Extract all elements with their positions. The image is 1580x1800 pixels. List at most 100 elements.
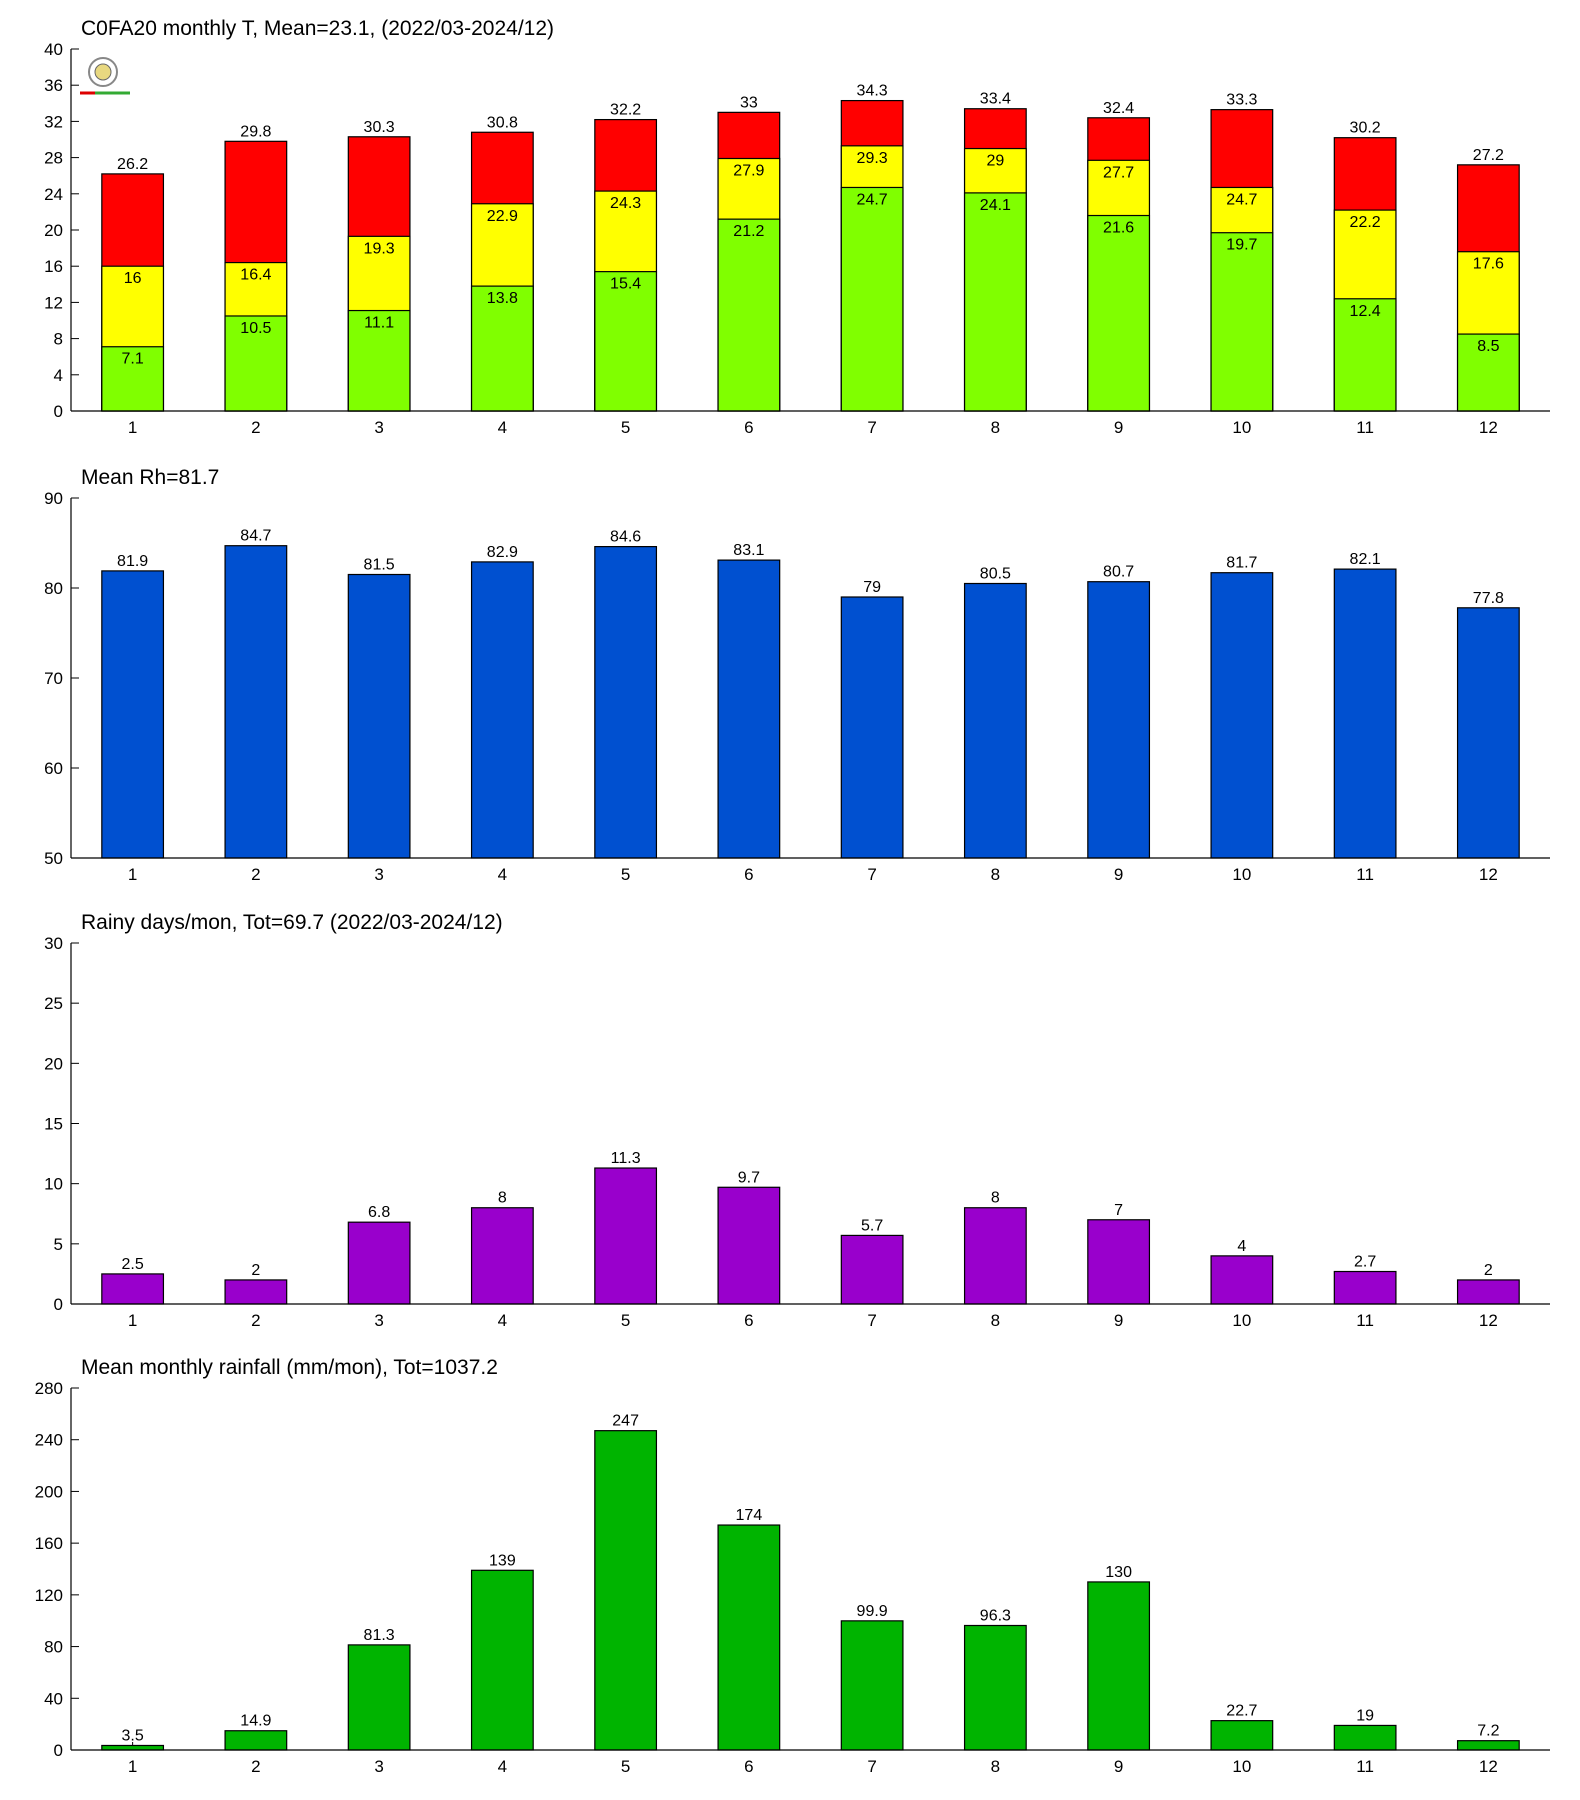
bar — [840, 1620, 904, 1751]
y-tick-label: 0 — [54, 402, 63, 421]
value-label: 22.7 — [1226, 1703, 1257, 1720]
y-tick-label: 16 — [44, 257, 63, 276]
value-label: 10.5 — [240, 320, 271, 337]
value-label: 14.9 — [240, 1713, 271, 1730]
value-label: 3.5 — [122, 1727, 144, 1744]
value-label: 33.3 — [1226, 92, 1257, 109]
x-tick-label: 5 — [621, 418, 630, 437]
bar — [1210, 232, 1274, 412]
value-label: 32.4 — [1103, 100, 1134, 117]
value-label: 32.2 — [610, 102, 641, 119]
bar — [717, 1186, 781, 1305]
value-label: 84.7 — [240, 528, 271, 545]
bar — [1210, 1255, 1274, 1305]
y-tick-label: 20 — [44, 1054, 63, 1073]
value-label: 24.7 — [857, 191, 888, 208]
x-tick-label: 3 — [374, 1311, 383, 1330]
x-tick-label: 6 — [744, 418, 753, 437]
x-tick-label: 9 — [1114, 865, 1123, 884]
y-tick-label: 10 — [44, 1175, 63, 1194]
x-tick-label: 9 — [1114, 1311, 1123, 1330]
value-label: 19.7 — [1226, 237, 1257, 254]
value-label: 96.3 — [980, 1607, 1011, 1624]
bar — [1087, 1581, 1151, 1751]
bar — [470, 561, 534, 859]
bar — [1210, 1720, 1274, 1751]
bar — [101, 1273, 165, 1305]
bar — [224, 545, 288, 859]
x-tick-label: 11 — [1356, 1757, 1374, 1776]
x-tick-label: 12 — [1479, 1757, 1498, 1776]
bar — [840, 1234, 904, 1305]
x-tick-label: 2 — [251, 865, 260, 884]
value-label: 16 — [124, 270, 142, 287]
value-label: 130 — [1105, 1564, 1132, 1581]
y-tick-label: 90 — [44, 489, 63, 508]
y-tick-label: 50 — [44, 849, 63, 868]
x-tick-label: 8 — [991, 418, 1000, 437]
y-tick-label: 40 — [44, 1689, 63, 1708]
value-label: 7.1 — [122, 351, 144, 368]
chart-title: Mean Rh=81.7 — [81, 466, 219, 489]
value-label: 21.2 — [733, 223, 764, 240]
y-tick-label: 8 — [54, 330, 63, 349]
y-tick-label: 15 — [44, 1115, 63, 1134]
bar — [594, 545, 658, 859]
x-tick-label: 8 — [991, 865, 1000, 884]
value-label: 33 — [740, 94, 758, 111]
value-label: 19 — [1356, 1707, 1374, 1724]
value-label: 29.3 — [857, 150, 888, 167]
y-tick-label: 24 — [44, 185, 63, 204]
bar — [470, 1207, 534, 1305]
bar — [1456, 1279, 1520, 1305]
chart-title: C0FA20 monthly T, Mean=23.1, (2022/03-20… — [81, 17, 554, 40]
bar — [1456, 607, 1520, 859]
x-tick-label: 11 — [1356, 1311, 1374, 1330]
x-tick-label: 1 — [128, 1311, 137, 1330]
y-tick-label: 200 — [35, 1482, 63, 1501]
value-label: 2 — [1484, 1262, 1493, 1279]
bar — [470, 1569, 534, 1751]
x-tick-label: 5 — [621, 1757, 630, 1776]
value-label: 19.3 — [364, 240, 395, 257]
bar — [1087, 214, 1151, 412]
y-tick-label: 32 — [44, 112, 63, 131]
bar — [594, 1430, 658, 1751]
bar — [1456, 1740, 1520, 1751]
bar — [1333, 1724, 1397, 1751]
y-tick-label: 30 — [44, 934, 63, 953]
bar — [1456, 333, 1520, 412]
x-tick-label: 3 — [374, 418, 383, 437]
value-label: 81.3 — [364, 1627, 395, 1644]
y-tick-label: 80 — [44, 1638, 63, 1657]
y-tick-label: 40 — [44, 40, 63, 59]
bar — [963, 1624, 1027, 1751]
x-tick-label: 12 — [1479, 418, 1498, 437]
bar — [1333, 1270, 1397, 1305]
x-tick-label: 8 — [991, 1757, 1000, 1776]
x-tick-label: 7 — [867, 1311, 876, 1330]
value-label: 8 — [498, 1190, 507, 1207]
bar — [1210, 572, 1274, 859]
bar — [347, 1221, 411, 1305]
x-tick-label: 2 — [251, 418, 260, 437]
value-label: 2 — [251, 1262, 260, 1279]
y-tick-label: 36 — [44, 76, 63, 95]
y-tick-label: 0 — [54, 1741, 63, 1760]
x-tick-label: 2 — [251, 1757, 260, 1776]
y-tick-label: 60 — [44, 759, 63, 778]
y-tick-label: 28 — [44, 149, 63, 168]
y-tick-label: 240 — [35, 1431, 63, 1450]
value-label: 84.6 — [610, 529, 641, 546]
value-label: 27.2 — [1473, 147, 1504, 164]
value-label: 77.8 — [1473, 590, 1504, 607]
bar — [101, 1744, 165, 1751]
value-label: 8.5 — [1477, 338, 1499, 355]
bar — [1087, 1219, 1151, 1305]
x-tick-label: 5 — [621, 1311, 630, 1330]
value-label: 80.7 — [1103, 564, 1134, 581]
value-label: 4 — [1237, 1238, 1246, 1255]
bar — [1087, 581, 1151, 859]
y-tick-label: 70 — [44, 669, 63, 688]
